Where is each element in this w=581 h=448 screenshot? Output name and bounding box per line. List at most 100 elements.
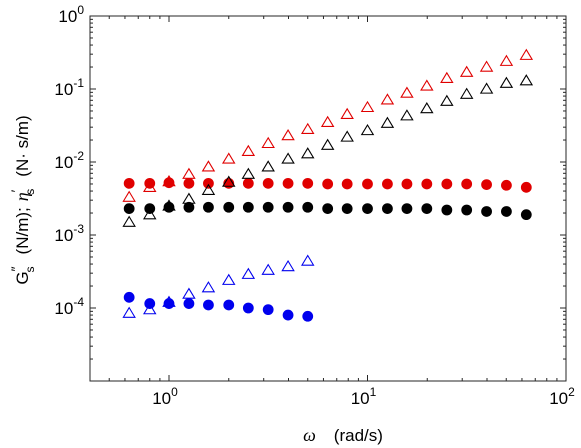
data-point-triangle	[340, 130, 354, 142]
data-point-triangle	[420, 101, 434, 114]
data-point-triangle	[222, 152, 236, 164]
data-point-circle	[401, 178, 413, 190]
data-point-circle	[123, 203, 135, 214]
data-point-triangle	[182, 192, 196, 204]
data-point-triangle	[400, 109, 414, 121]
data-point-circle	[441, 178, 453, 190]
data-marks	[122, 48, 534, 322]
data-point-circle	[501, 179, 512, 191]
data-point-circle	[461, 204, 473, 216]
data-point-circle	[203, 177, 214, 189]
data-point-triangle	[241, 267, 256, 279]
data-point-triangle	[241, 167, 256, 179]
data-point-circle	[223, 201, 235, 213]
data-point-circle	[302, 177, 314, 189]
data-point-circle	[144, 298, 156, 309]
data-point-circle	[461, 178, 473, 190]
y-tick-label: 100	[58, 3, 84, 26]
data-point-triangle	[281, 259, 295, 272]
y-label-g-prime: ″	[8, 266, 24, 271]
y-tick-label: 10-2	[54, 149, 84, 172]
data-point-circle	[163, 177, 175, 189]
data-point-triangle	[281, 129, 295, 141]
y-tick-label: 10-1	[54, 76, 84, 99]
data-point-circle	[282, 201, 294, 213]
y-axis-label: G″s(N/m);η′s(N· s/m)	[8, 115, 37, 284]
data-point-triangle	[143, 303, 157, 315]
data-point-triangle	[440, 71, 454, 84]
data-point-circle	[401, 203, 413, 214]
data-point-triangle	[400, 86, 414, 98]
y-label-g-unit: (N/m);	[13, 207, 32, 254]
data-point-circle	[144, 203, 156, 214]
data-point-triangle	[261, 136, 275, 149]
data-point-circle	[282, 177, 294, 189]
data-point-triangle	[519, 48, 534, 60]
data-point-circle	[520, 181, 532, 193]
x-tick-label: 102	[549, 385, 575, 408]
y-label-g-sub: s	[23, 266, 37, 272]
data-point-triangle	[300, 147, 315, 159]
data-point-triangle	[201, 183, 216, 195]
y-label-eta: η	[12, 192, 32, 201]
data-point-circle	[441, 204, 453, 216]
data-point-triangle	[380, 93, 395, 105]
data-point-triangle	[241, 144, 256, 157]
data-point-triangle	[320, 115, 335, 127]
data-point-circle	[501, 206, 512, 217]
data-point-circle	[302, 201, 314, 213]
data-point-circle	[123, 291, 135, 303]
series-0	[122, 48, 534, 202]
data-point-triangle	[459, 65, 474, 77]
data-point-circle	[123, 177, 135, 189]
data-point-circle	[302, 310, 314, 322]
data-point-triangle	[300, 122, 315, 135]
data-point-circle	[382, 178, 393, 190]
data-point-circle	[282, 309, 294, 321]
data-point-triangle	[519, 74, 534, 86]
axis-ticks	[89, 16, 566, 382]
x-tick-label: 100	[152, 385, 178, 408]
data-point-circle	[163, 201, 175, 213]
data-point-circle	[262, 304, 274, 316]
y-label-eta-unit: (N· s/m)	[13, 115, 32, 176]
x-axis-symbol: ω	[303, 425, 316, 445]
data-point-circle	[382, 203, 393, 214]
data-point-circle	[481, 179, 492, 191]
data-point-triangle	[479, 60, 494, 72]
y-label-eta-sub: s	[23, 189, 37, 195]
y-tick-label: 10-3	[54, 222, 84, 245]
y-tick-label: 10-4	[54, 295, 84, 318]
data-point-triangle	[222, 175, 236, 187]
data-point-circle	[341, 203, 353, 214]
series-1	[123, 177, 532, 193]
data-point-circle	[203, 201, 214, 213]
data-point-triangle	[201, 281, 216, 293]
data-point-circle	[520, 209, 532, 221]
data-point-circle	[242, 201, 254, 213]
x-axis-label: ω (rad/s)	[303, 425, 383, 445]
data-point-circle	[362, 203, 373, 214]
series-3	[123, 201, 532, 221]
data-point-circle	[183, 177, 195, 189]
data-point-triangle	[459, 87, 474, 99]
data-point-triangle	[201, 160, 216, 172]
data-point-circle	[144, 177, 156, 189]
data-point-circle	[242, 302, 254, 314]
y-label-eta-prime: ′	[8, 189, 24, 192]
data-point-triangle	[440, 94, 454, 106]
data-point-circle	[203, 299, 214, 311]
data-point-triangle	[300, 254, 315, 266]
data-point-circle	[163, 298, 175, 309]
data-point-circle	[421, 203, 433, 214]
data-point-circle	[242, 177, 254, 189]
data-point-triangle	[320, 138, 335, 150]
data-point-circle	[183, 298, 195, 309]
data-point-triangle	[420, 79, 434, 91]
data-point-circle	[322, 203, 334, 214]
data-point-triangle	[380, 116, 395, 128]
series-5	[123, 291, 314, 322]
data-point-triangle	[182, 167, 196, 179]
data-point-triangle	[122, 215, 136, 227]
data-point-triangle	[182, 287, 196, 299]
